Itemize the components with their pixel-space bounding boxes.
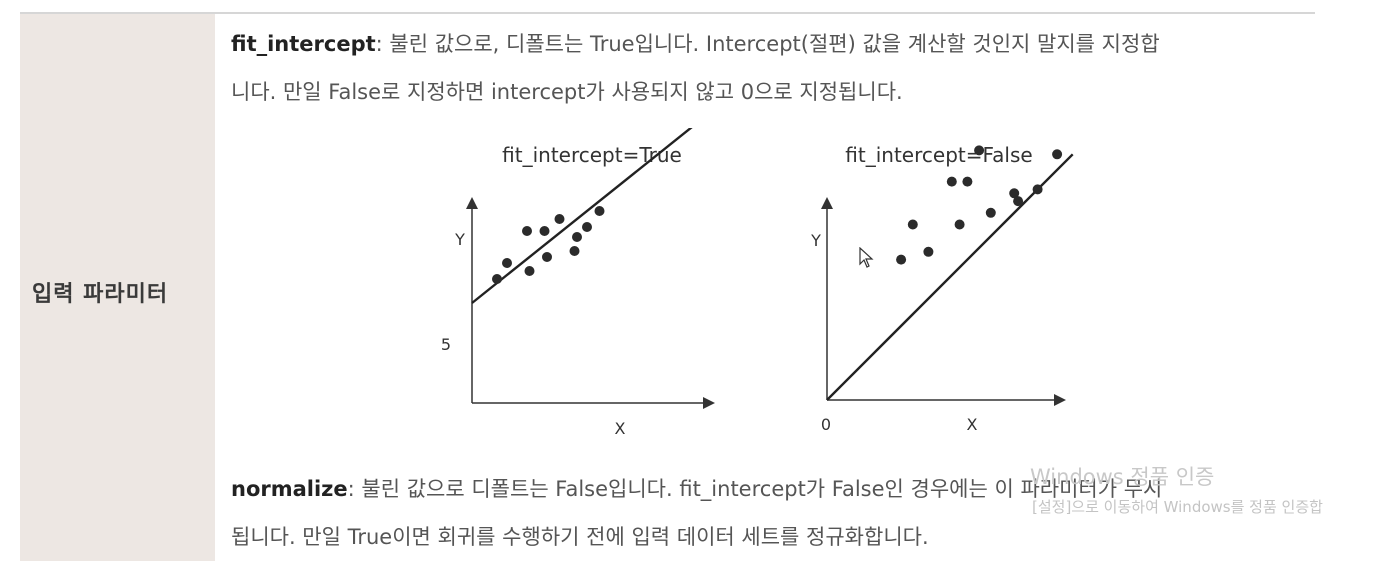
data-point (974, 145, 985, 156)
y-axis-label: Y (454, 230, 465, 249)
data-point (522, 226, 532, 236)
x-axis-label: X (967, 415, 978, 434)
data-point (962, 176, 973, 187)
data-point (946, 176, 957, 187)
regression-line (826, 153, 1074, 401)
normalize-line-1: normalize: 불린 값으로 디폴트는 False입니다. fit_int… (231, 465, 1162, 513)
fit-intercept-name: fit_intercept (231, 32, 376, 56)
chart-fit-intercept-true: fit_intercept=True Y X 5 (441, 128, 715, 438)
data-point (554, 214, 565, 224)
normalize-name: normalize (231, 477, 348, 501)
windows-activation-title: Windows 정품 인증 (1030, 465, 1215, 489)
data-point (524, 266, 535, 276)
data-point (569, 246, 580, 256)
data-point (582, 222, 592, 232)
fit-intercept-description: fit_intercept: 불린 값으로, 디폴트는 True입니다. Int… (231, 20, 1160, 116)
regression-line (471, 128, 693, 304)
table-top-rule (20, 12, 1315, 14)
row-header-label: 입력 파라미터 (32, 282, 169, 307)
data-point (542, 252, 552, 262)
data-point (907, 219, 918, 230)
data-point (492, 274, 502, 284)
chart-fit-intercept-false: fit_intercept=False Y X 0 (810, 143, 1074, 434)
row-header-cell (20, 14, 215, 561)
data-point (896, 254, 907, 265)
chart-title: fit_intercept=True (502, 143, 682, 167)
data-point (539, 226, 550, 236)
x-axis-label: X (615, 419, 626, 438)
data-point (572, 232, 582, 242)
fit-intercept-line-1: fit_intercept: 불린 값으로, 디폴트는 True입니다. Int… (231, 20, 1160, 68)
data-point (1009, 188, 1020, 199)
data-point (1013, 196, 1024, 207)
intercept-comparison-figure: fit_intercept=True Y X 5 fit_intercept=F… (441, 128, 1074, 438)
mouse-cursor-icon (859, 247, 874, 268)
normalize-description: normalize: 불린 값으로 디폴트는 False입니다. fit_int… (231, 465, 1162, 561)
chart-title: fit_intercept=False (845, 143, 1032, 167)
data-point (594, 206, 605, 216)
data-point (502, 258, 512, 268)
data-point (985, 207, 996, 218)
origin-tick-label: 0 (821, 415, 831, 434)
data-point (954, 219, 965, 230)
normalize-text-1: : 불린 값으로 디폴트는 False입니다. fit_intercept가 F… (347, 477, 1163, 501)
y-axis-label: Y (810, 231, 821, 250)
data-point (923, 246, 934, 257)
windows-activation-subtitle: [설정]으로 이동하여 Windows를 정품 인증합 (1032, 498, 1323, 516)
fit-intercept-text-2: 니다. 만일 False로 지정하면 intercept가 사용되지 않고 0으… (231, 80, 903, 104)
normalize-text-2: 됩니다. 만일 True이면 회귀를 수행하기 전에 입력 데이터 세트를 정규… (231, 525, 929, 549)
fit-intercept-text-1: : 불린 값으로, 디폴트는 True입니다. Intercept(절편) 값을… (375, 32, 1160, 56)
data-point (1032, 184, 1043, 195)
data-point (1052, 149, 1063, 160)
intercept-tick-label: 5 (441, 335, 451, 354)
